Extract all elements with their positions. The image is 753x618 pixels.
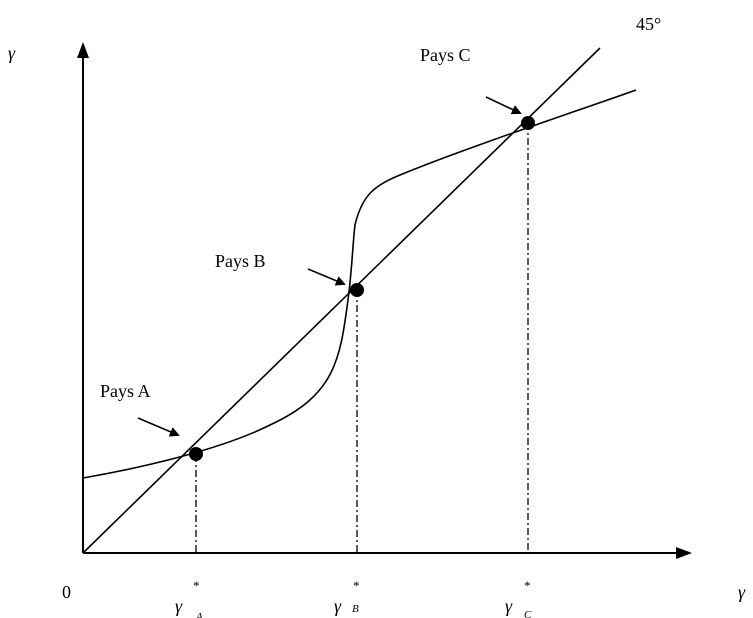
pointer-arrow-a (137, 417, 180, 437)
equilibrium-point-c (521, 116, 535, 130)
svg-text:B: B (352, 603, 359, 615)
svg-text:γ: γ (505, 596, 513, 616)
country-b-label: Pays B (215, 251, 266, 271)
y-axis-arrowhead (77, 42, 89, 58)
equilibrium-point-b (350, 283, 364, 297)
angle-label: 45° (636, 14, 661, 34)
svg-text:γ: γ (175, 596, 183, 616)
equilibrium-point-a (189, 447, 203, 461)
svg-text:*: * (353, 578, 360, 593)
svg-text:*: * (193, 578, 200, 593)
tick-label-c: γ * C (505, 578, 532, 618)
country-a-label: Pays A (100, 381, 151, 401)
svg-text:*: * (524, 578, 531, 593)
tick-label-b: γ * B (334, 578, 360, 616)
country-c-label: Pays C (420, 45, 471, 65)
origin-label: 0 (62, 582, 71, 602)
x-axis-label: γ (738, 582, 746, 602)
svg-text:A: A (195, 611, 203, 618)
tick-label-a: γ * A (175, 578, 203, 618)
y-axis-label: γ (8, 43, 16, 63)
pointer-arrow-b (307, 268, 346, 286)
pointer-arrow-c (485, 96, 522, 115)
s-curve (82, 89, 637, 479)
x-axis-arrowhead (676, 547, 692, 559)
svg-text:γ: γ (334, 596, 342, 616)
svg-text:C: C (524, 609, 532, 618)
